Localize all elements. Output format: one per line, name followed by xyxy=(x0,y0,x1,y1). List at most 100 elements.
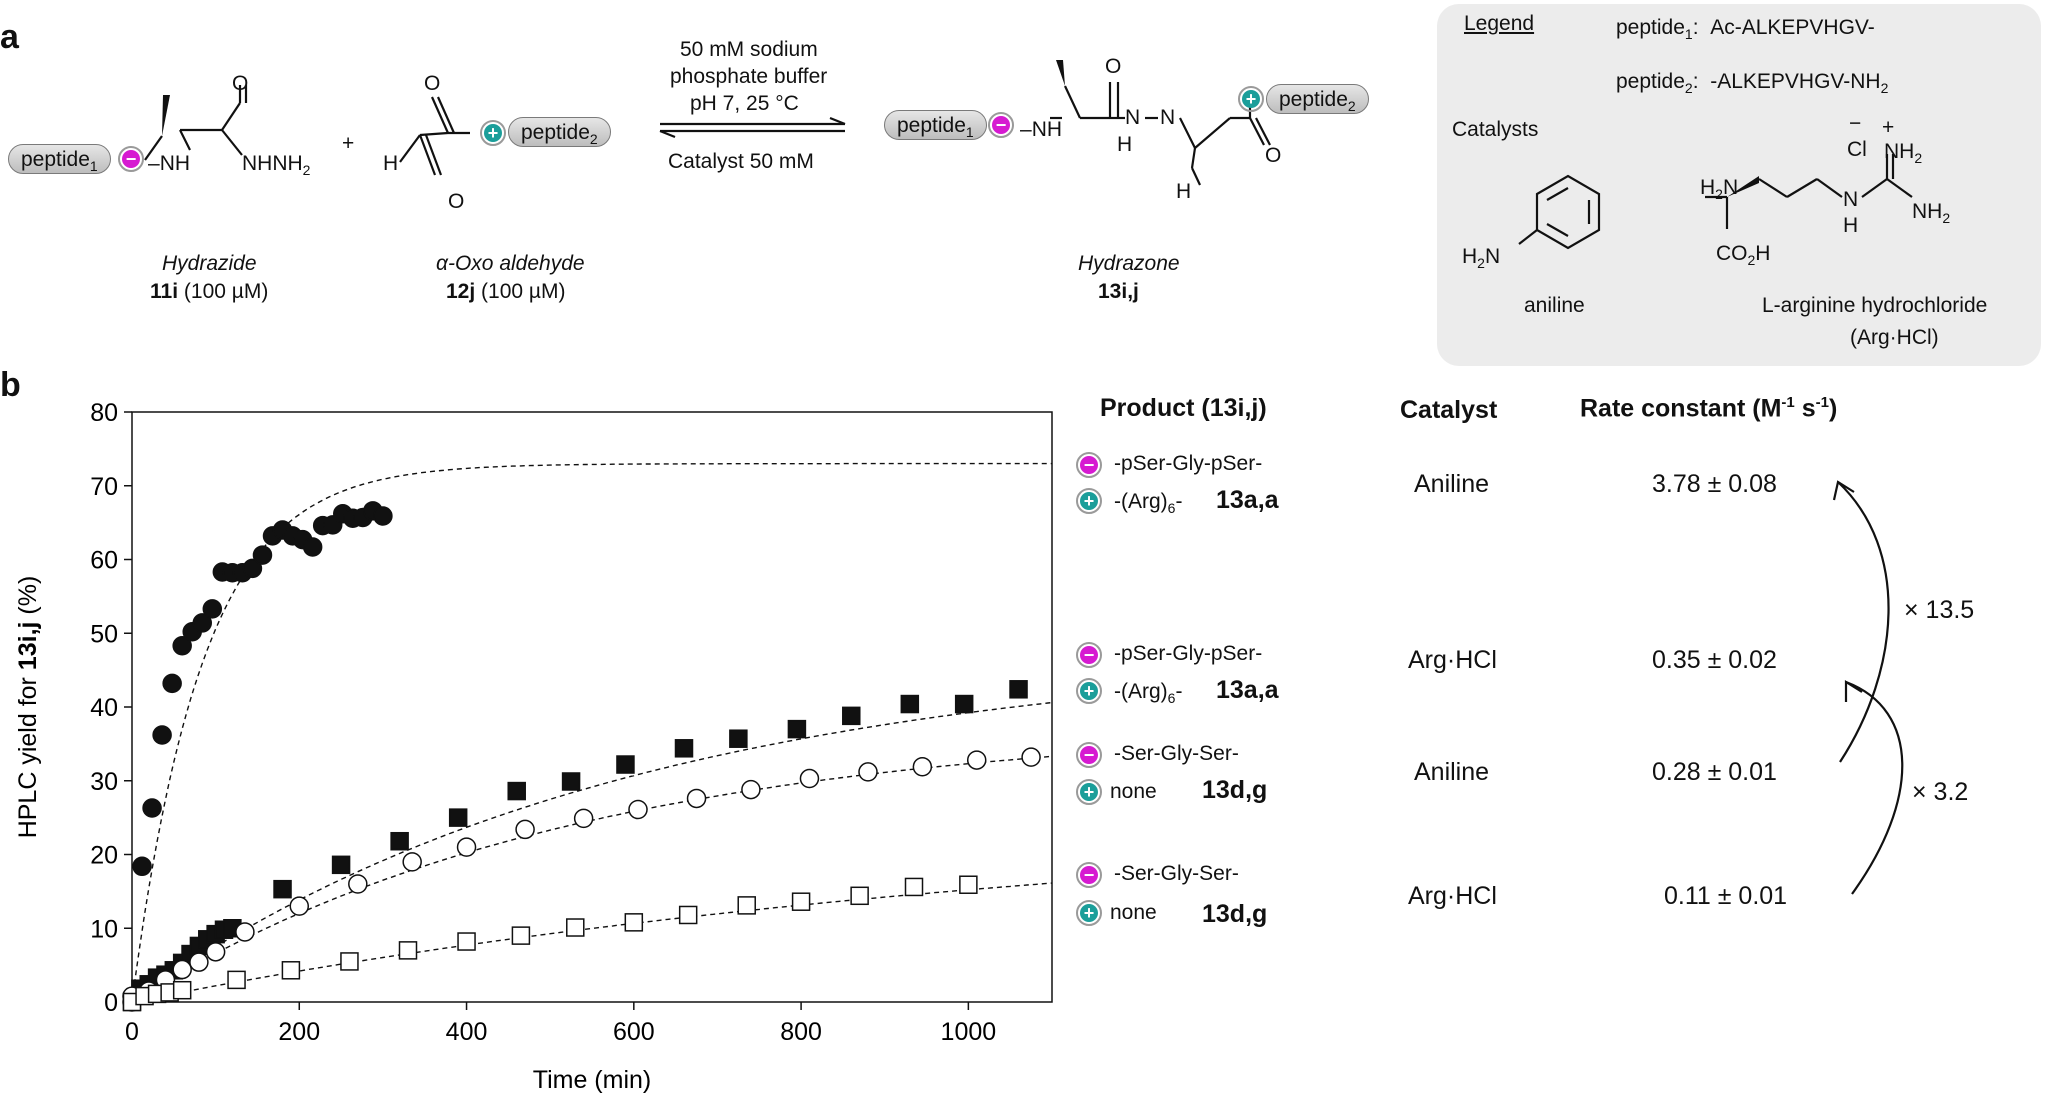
data-point xyxy=(628,799,648,820)
forward-arrow-head xyxy=(829,116,846,126)
hydrazone-peptide2-pill: peptide2 xyxy=(1266,84,1369,114)
hydrazone-negative-charge-icon: − xyxy=(988,112,1014,138)
peptide1-pill: peptide1 xyxy=(8,144,111,174)
panel-a-structures xyxy=(144,60,1271,186)
bond xyxy=(179,129,191,151)
arrow-13-5 xyxy=(1837,481,1890,763)
data-point xyxy=(457,932,476,951)
data-point xyxy=(674,739,694,758)
y-tick-label: 80 xyxy=(90,399,118,427)
data-point xyxy=(954,694,974,714)
fit-curve-4 xyxy=(131,882,1053,1003)
y-axis-label-plain: HPLC yield for xyxy=(14,670,42,838)
row1-positive-charge-icon: + xyxy=(1076,488,1102,514)
hydrazide-nhnh2: NHNH2 xyxy=(242,152,311,179)
data-point xyxy=(142,798,162,818)
y-tick-label: 50 xyxy=(90,620,118,648)
legend-peptide1: peptide1: Ac-ALKEPVHGV- xyxy=(1616,16,1875,43)
fold-change-13-5: × 13.5 xyxy=(1904,596,1975,624)
row4-pos-sequence: none xyxy=(1110,901,1157,924)
row1-rate: 3.78 ± 0.08 xyxy=(1652,470,1777,498)
row2-pos-sequence: -(Arg)6- xyxy=(1114,680,1183,707)
fold-change-3-2: × 3.2 xyxy=(1912,778,1969,806)
data-point xyxy=(858,762,878,782)
oxo-aldehyde-name: α-Oxo aldehyde xyxy=(436,252,585,275)
y-axis-label-end: (%) xyxy=(14,576,42,622)
y-tick-label: 60 xyxy=(90,547,118,575)
row4-rate: 0.11 ± 0.01 xyxy=(1664,882,1788,910)
hydrazide-nh: –NH xyxy=(148,152,191,175)
data-point xyxy=(791,892,811,911)
y-tick-label: 40 xyxy=(90,694,118,722)
hydrazone-peptide1-pill: peptide1 xyxy=(884,110,987,140)
wedge-bond xyxy=(1727,176,1759,197)
hydrazone-n2: N xyxy=(1160,106,1176,129)
data-point xyxy=(624,913,644,932)
legend-title: Legend xyxy=(1464,12,1535,35)
data-point xyxy=(402,852,422,872)
data-point xyxy=(1021,747,1041,767)
wedge-bond xyxy=(1056,60,1065,86)
legend-box xyxy=(1437,4,2041,366)
row2-catalyst: Arg·HCl xyxy=(1408,646,1497,674)
x-tick-label: 600 xyxy=(613,1018,655,1046)
arg-nh2-right: NH2 xyxy=(1912,200,1951,227)
data-point xyxy=(573,808,594,829)
bond xyxy=(221,129,243,156)
bond xyxy=(1194,117,1231,149)
bond xyxy=(419,131,449,137)
bond xyxy=(436,96,456,134)
fold-change-arrows xyxy=(1832,480,1904,895)
data-point xyxy=(686,788,707,809)
bond xyxy=(144,135,163,161)
data-point xyxy=(132,856,152,877)
row4-neg-sequence: -Ser-Gly-Ser- xyxy=(1114,862,1239,885)
row4-negative-charge-icon: − xyxy=(1076,862,1102,888)
bond xyxy=(1064,85,1081,119)
arrow-13-5-head xyxy=(1832,480,1855,501)
x-tick-label: 200 xyxy=(278,1018,320,1046)
positive-charge-icon: + xyxy=(480,120,506,146)
bond xyxy=(418,134,437,176)
x-axis-label: Time (min) xyxy=(533,1066,652,1094)
data-point xyxy=(959,875,978,894)
data-point xyxy=(205,942,226,962)
rate-header: Rate constant (M-1 s-1) xyxy=(1580,394,1838,423)
row4-product-id: 13d,g xyxy=(1202,900,1268,928)
y-tick-label: 30 xyxy=(90,768,118,796)
hydrazone-positive-charge-icon: + xyxy=(1238,86,1264,112)
row2-rate: 0.35 ± 0.02 xyxy=(1652,646,1777,674)
data-point xyxy=(281,961,301,980)
row3-positive-charge-icon: + xyxy=(1076,779,1102,805)
bond xyxy=(430,96,450,134)
bond xyxy=(1518,229,1538,245)
hydrazone-o1: O xyxy=(1105,55,1122,78)
x-tick-label: 400 xyxy=(446,1018,488,1046)
data-point xyxy=(511,926,531,945)
data-point xyxy=(235,922,255,942)
condition-line-3: pH 7, 25 °C xyxy=(690,92,799,115)
bond xyxy=(399,134,421,163)
bond xyxy=(1546,187,1569,201)
data-point xyxy=(900,694,920,714)
arg-h2n: H2N xyxy=(1700,176,1739,203)
hydrazone-n1: N xyxy=(1125,106,1141,129)
data-point xyxy=(799,768,820,789)
row3-product-id: 13d,g xyxy=(1202,776,1268,804)
data-point xyxy=(741,779,761,800)
oxo-aldehyde-caption: 12j (100 µM) xyxy=(446,280,566,303)
aldehyde-h: H xyxy=(383,152,399,175)
bond xyxy=(1758,178,1788,198)
bond xyxy=(1886,178,1913,198)
condition-line-2: phosphate buffer xyxy=(670,65,828,88)
product-header: Product (13i,j) xyxy=(1100,394,1267,422)
data-point xyxy=(348,874,368,894)
data-point xyxy=(678,905,698,925)
row1-product-id: 13a,a xyxy=(1216,486,1279,514)
y-axis-label: HPLC yield for 13i,j (%) xyxy=(14,576,42,839)
peptide2-pill: peptide2 xyxy=(508,117,611,147)
aniline-nh2: H2N xyxy=(1462,245,1501,272)
data-point xyxy=(737,896,756,915)
data-point xyxy=(202,599,223,619)
